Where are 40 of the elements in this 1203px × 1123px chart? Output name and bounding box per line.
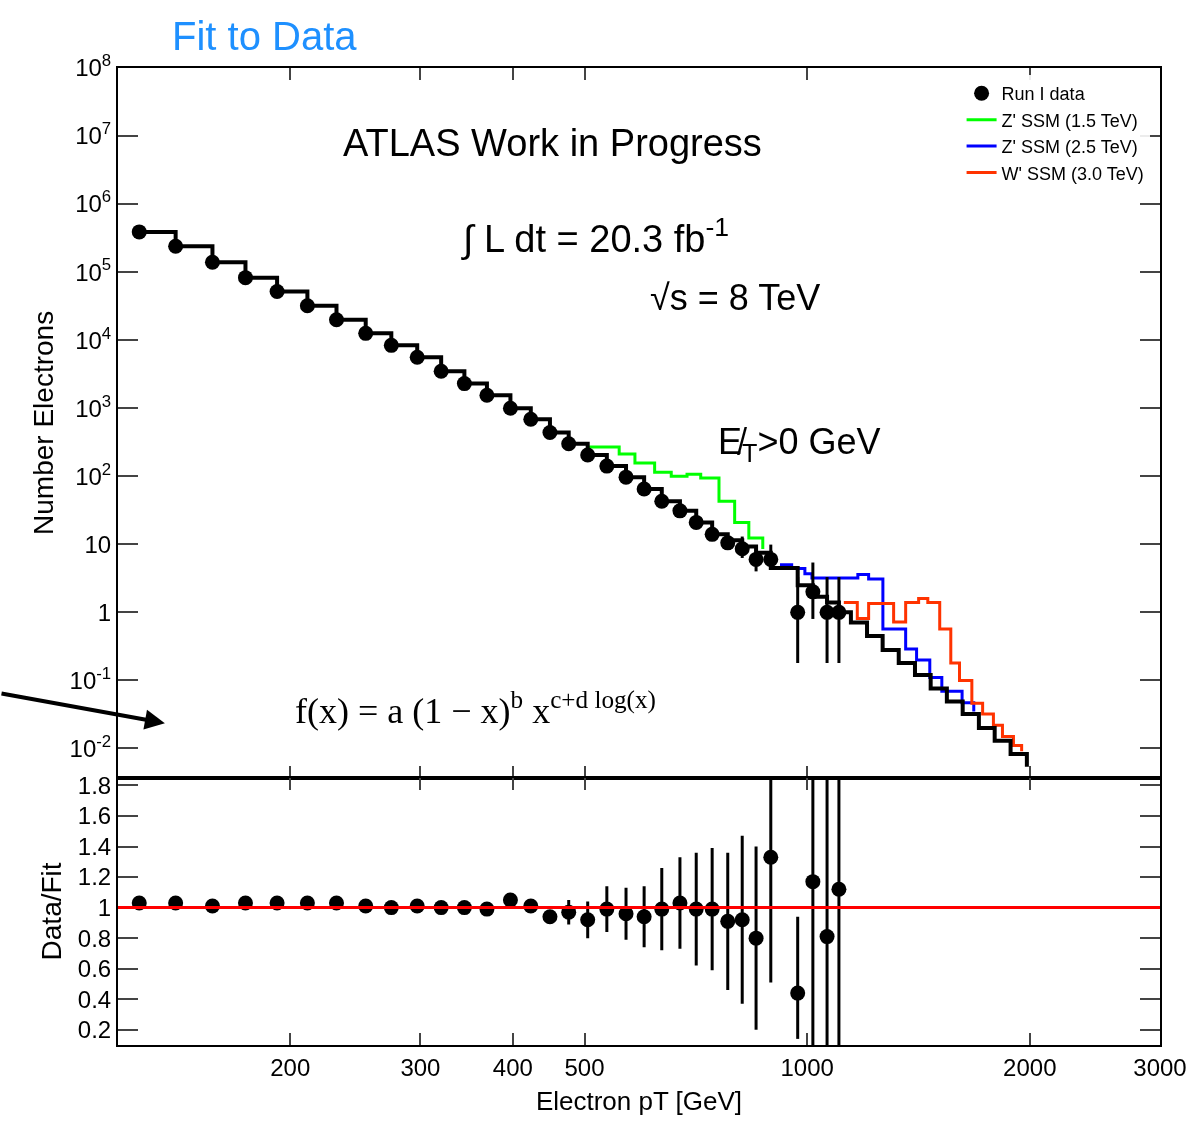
y-tick-label: 10$^{3}$	[75, 391, 112, 422]
y-tick-label: 10$^{7}$	[75, 119, 112, 150]
annotation: ∫ L dt = 20.3 fb$^{-1}$	[461, 212, 730, 261]
legend-label: Run I data	[1001, 84, 1086, 105]
legend-label: Z' SSM (1.5 TeV)	[1001, 110, 1138, 131]
y-tick-label: 0.8	[77, 924, 112, 952]
annotation: √s = 8 TeV	[650, 277, 821, 318]
y-tick-label: 10$^{5}$	[75, 255, 112, 286]
y-tick-label: 1	[97, 893, 112, 921]
y-tick-label: 1.4	[77, 832, 112, 860]
y-tick-label: 0.2	[77, 1016, 112, 1044]
x-tick-label: 200	[270, 1053, 311, 1081]
x-tick-label: 2000	[1003, 1053, 1057, 1081]
x-tick-label: 400	[492, 1053, 533, 1081]
y-tick-label: 1.8	[77, 771, 112, 799]
annotation: f(x) = a (1 − x)$^{b}$ x$^{c+d log(x)}$	[295, 686, 656, 732]
y-tick-label: 10	[84, 530, 112, 558]
y-tick-label: 1	[97, 598, 112, 626]
y-tick-label: 10$^{8}$	[75, 51, 112, 82]
y-tick-label: 10$^{2}$	[75, 459, 112, 490]
y-tick-label: 10$^{-1}$	[69, 663, 112, 694]
y-tick-label: 10$^{6}$	[75, 187, 112, 218]
y-tick-label: 10$^{-2}$	[69, 731, 112, 762]
x-tick-label: 500	[564, 1053, 605, 1081]
x-tick-label: 3000	[1133, 1053, 1187, 1081]
y-axis-title: Number Electrons	[27, 310, 59, 535]
x-tick-label: 1000	[780, 1053, 834, 1081]
y-tick-label: 1.6	[77, 802, 112, 830]
x-tick-label: 300	[400, 1053, 441, 1081]
y-tick-label: 1.2	[77, 863, 112, 891]
annotation: E̸$_{T}$>0 GeV	[718, 421, 881, 467]
legend-label: W' SSM (3.0 TeV)	[1001, 163, 1144, 184]
chart-title: Fit to Data	[172, 14, 358, 58]
y-axis-title: Data/Fit	[36, 862, 68, 961]
annotation: ATLAS Work in Progress	[343, 122, 762, 164]
y-tick-label: 0.4	[77, 985, 112, 1013]
x-axis-title: Electron pT [GeV]	[535, 1086, 743, 1116]
legend-label: Z' SSM (2.5 TeV)	[1001, 137, 1138, 158]
y-tick-label: 10$^{4}$	[75, 323, 112, 354]
y-tick-label: 0.6	[77, 955, 112, 983]
